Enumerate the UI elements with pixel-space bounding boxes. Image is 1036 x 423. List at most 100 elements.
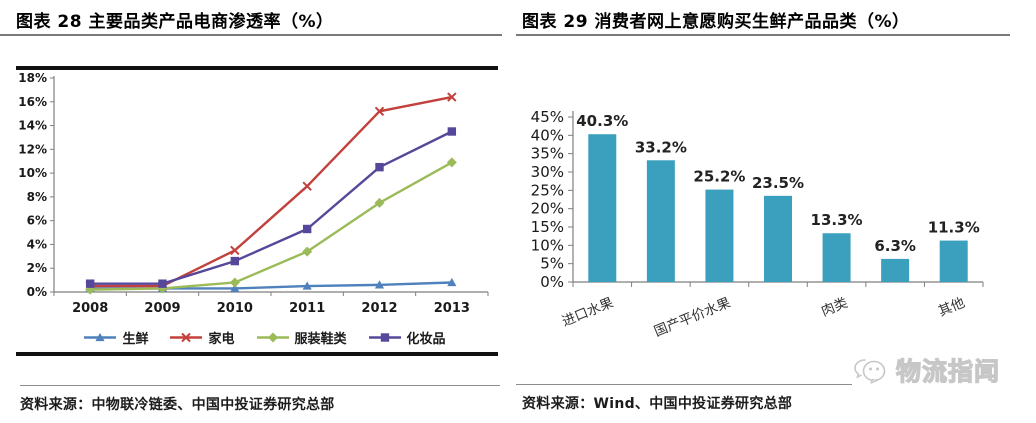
x-tick-label: 2011 [289, 301, 325, 316]
y-tick-label: 12% [18, 142, 47, 156]
legend-marker-icon [256, 332, 289, 342]
marker-diamond [374, 197, 385, 208]
bar-value-label: 25.2% [693, 168, 745, 186]
series-line [90, 130, 453, 285]
legend-marker-icon [84, 332, 117, 341]
category-label: 肉类 [819, 295, 850, 320]
y-tick-label: 2% [27, 261, 47, 275]
marker-square [302, 224, 312, 234]
series-line [90, 161, 453, 291]
marker-triangle [302, 281, 312, 290]
legend-item-家电: 家电 [168, 328, 235, 347]
series-化妆品 [85, 127, 457, 288]
figure-28-title: 图表 28 主要品类产品电商渗透率（%） [16, 12, 334, 32]
y-tick-label: 30% [531, 163, 564, 181]
y-tick-label: 40% [531, 126, 564, 144]
legend-item-生鲜: 生鲜 [82, 328, 148, 347]
marker-x [181, 332, 192, 342]
bar-col-4 [764, 195, 792, 282]
marker-square [447, 127, 457, 136]
marker-square [380, 332, 389, 342]
legend-label: 服装鞋类 [294, 331, 347, 347]
bar-其他 [939, 240, 968, 282]
legend-marker-icon [170, 332, 203, 342]
bar-value-label: 11.3% [928, 219, 980, 237]
y-tick-label: 45% [531, 108, 564, 126]
figure-28-source: 资料来源：中物联冷链委、中国中投证券研究总部 [20, 397, 335, 413]
marker-triangle [374, 280, 385, 289]
y-tick-label: 18% [18, 71, 47, 85]
bar-value-label: 13.3% [811, 211, 863, 229]
bar-col-6 [881, 258, 910, 282]
legend-item-化妆品: 化妆品 [367, 328, 446, 347]
chart-frame-bottom-border [16, 352, 498, 356]
bar-value-label: 40.3% [576, 112, 628, 130]
bar-value-label: 33.2% [635, 138, 687, 156]
penetration-line-chart: 0% 2% 4% 6% 8% 10% 12% 14% 16% 18% 2008 2009 2010 201… [18, 71, 489, 316]
marker-triangle [230, 283, 240, 293]
marker-diamond [302, 246, 313, 257]
x-tick-label: 2013 [434, 301, 470, 316]
marker-diamond [446, 157, 457, 168]
line-chart-axes: 0% 2% 4% 6% 8% 10% 12% 14% 16% 18% 2008 2009 2010 201… [18, 71, 489, 316]
legend-label: 家电 [208, 331, 235, 347]
bar-col-2 [646, 160, 675, 282]
fresh-category-bar-chart: 0%5%10%15%20%25%30%35%40%45% 进口水果 国产平价水果 肉类… [531, 108, 984, 340]
y-tick-label: 16% [18, 95, 47, 109]
y-tick-label: 20% [531, 200, 564, 218]
y-tick-label: 0% [27, 285, 47, 299]
category-label: 国产平价水果 [652, 295, 734, 340]
marker-diamond [229, 277, 240, 288]
y-tick-label: 35% [531, 145, 564, 163]
bar-value-label: 6.3% [874, 237, 916, 255]
y-tick-label: 4% [27, 237, 47, 251]
marker-diamond [267, 332, 278, 342]
category-label: 其他 [936, 295, 967, 320]
bar-series: 40.3% 33.2% 25.2% 23.5% 13.3% 6.3% 11.3% [576, 112, 980, 282]
y-tick-label: 0% [540, 273, 564, 291]
x-tick-label: 2009 [144, 301, 180, 316]
watermark-logo-icon [854, 359, 886, 384]
marker-triangle [95, 332, 106, 341]
category-label: 进口水果 [560, 295, 617, 330]
source-divider-right [516, 384, 1000, 385]
watermark-text: 物流指闻 [895, 356, 1001, 386]
y-tick-label: 5% [540, 255, 564, 273]
marker-square [85, 279, 95, 288]
bar-肉类 [822, 233, 851, 282]
bar-进口水果 [588, 134, 617, 282]
source-divider-left [20, 385, 500, 386]
series-服装鞋类 [85, 157, 457, 295]
y-tick-label: 14% [18, 119, 47, 133]
marker-square [375, 162, 384, 172]
series-line [90, 95, 453, 288]
watermark: 物流指闻 [852, 350, 1022, 390]
legend-label: 生鲜 [122, 331, 149, 347]
y-tick-label: 8% [27, 190, 47, 204]
bar-国产平价水果 [705, 189, 734, 282]
chart-legend: 生鲜 家电 服装鞋类 化妆品 [44, 324, 484, 350]
legend-item-服装鞋类: 服装鞋类 [255, 328, 347, 347]
marker-square [230, 256, 240, 266]
y-tick-label: 10% [531, 236, 564, 254]
y-tick-label: 15% [531, 218, 564, 236]
marker-x [447, 92, 457, 102]
x-tick-label: 2012 [361, 301, 397, 316]
marker-square [158, 279, 167, 288]
title-divider-left [0, 34, 502, 36]
legend-label: 化妆品 [406, 331, 446, 347]
marker-x [302, 181, 312, 191]
marker-triangle [447, 277, 457, 287]
x-tick-label: 2008 [72, 301, 108, 316]
marker-x [374, 106, 385, 116]
bar-value-label: 23.5% [752, 174, 804, 192]
title-divider-right [516, 34, 1010, 36]
y-tick-label: 10% [18, 166, 47, 180]
y-tick-label: 6% [27, 214, 47, 228]
marker-x [230, 245, 240, 256]
legend-marker-icon [368, 332, 401, 342]
y-tick-label: 25% [531, 181, 564, 199]
chart-frame-top-border [16, 66, 498, 70]
figure-29-source: 资料来源：Wind、中国中投证券研究总部 [522, 396, 793, 412]
